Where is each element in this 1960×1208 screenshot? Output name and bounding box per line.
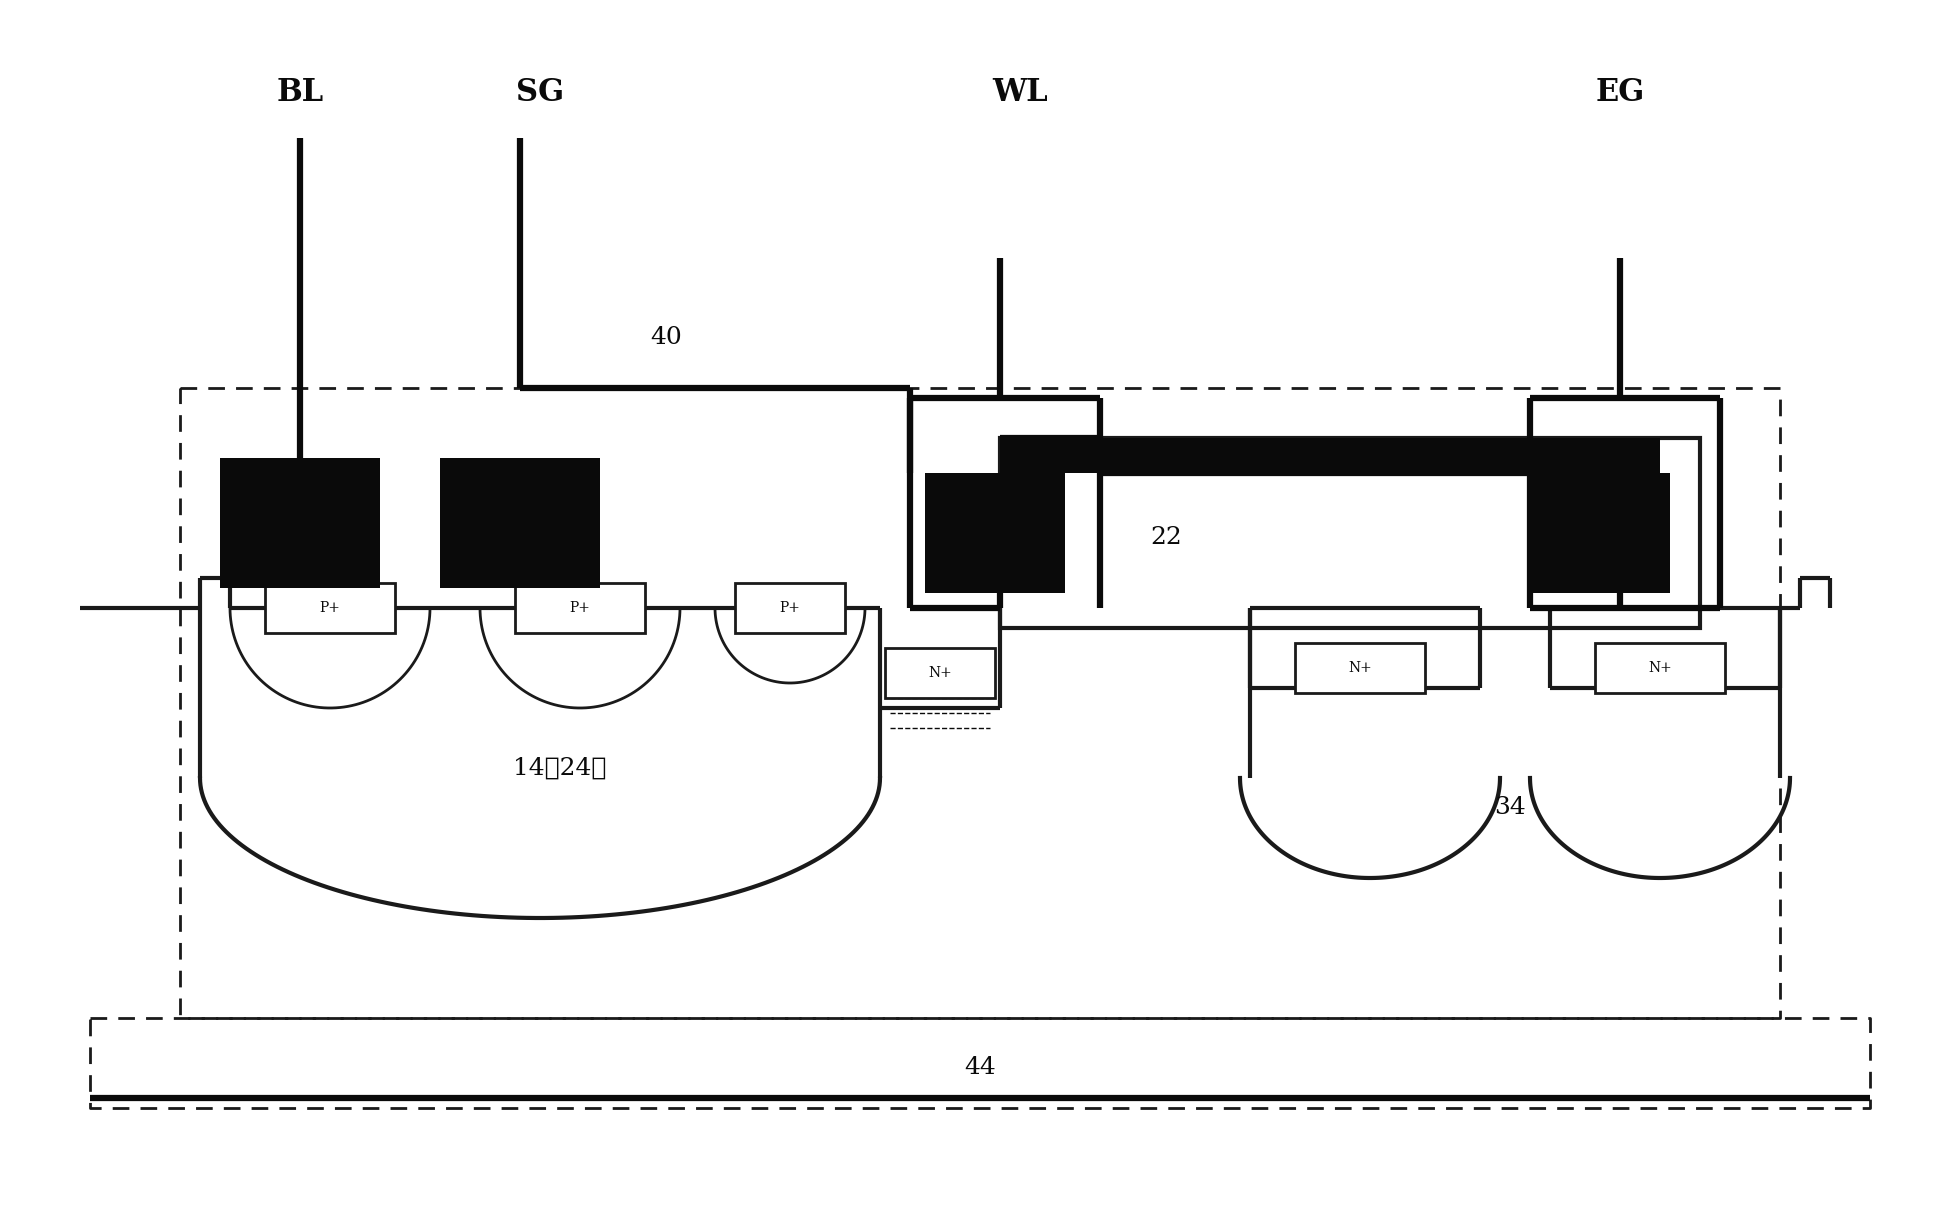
Text: P+: P+ bbox=[570, 602, 590, 615]
Text: SG: SG bbox=[515, 77, 564, 108]
Text: EG: EG bbox=[1595, 77, 1644, 108]
Text: 34: 34 bbox=[1494, 796, 1527, 819]
Text: P+: P+ bbox=[780, 602, 800, 615]
Text: 22: 22 bbox=[1151, 527, 1182, 550]
Text: 44: 44 bbox=[964, 1057, 996, 1080]
Bar bbox=[925, 474, 1064, 593]
Bar bbox=[1000, 439, 1699, 628]
Bar bbox=[220, 458, 380, 588]
Text: BL: BL bbox=[276, 77, 323, 108]
Bar bbox=[515, 583, 645, 633]
Text: P+: P+ bbox=[319, 602, 341, 615]
Text: WL: WL bbox=[992, 77, 1049, 108]
Bar bbox=[1531, 474, 1670, 593]
Text: N+: N+ bbox=[929, 666, 953, 680]
Bar bbox=[1000, 439, 1660, 474]
Bar bbox=[1296, 643, 1425, 693]
Text: N+: N+ bbox=[1648, 661, 1672, 675]
Text: 14（24）: 14（24） bbox=[514, 756, 608, 779]
Bar bbox=[735, 583, 845, 633]
Bar bbox=[1595, 643, 1725, 693]
Bar bbox=[265, 583, 396, 633]
Bar bbox=[886, 647, 996, 698]
Text: N+: N+ bbox=[1348, 661, 1372, 675]
Bar bbox=[439, 458, 600, 588]
Text: 40: 40 bbox=[651, 326, 682, 349]
